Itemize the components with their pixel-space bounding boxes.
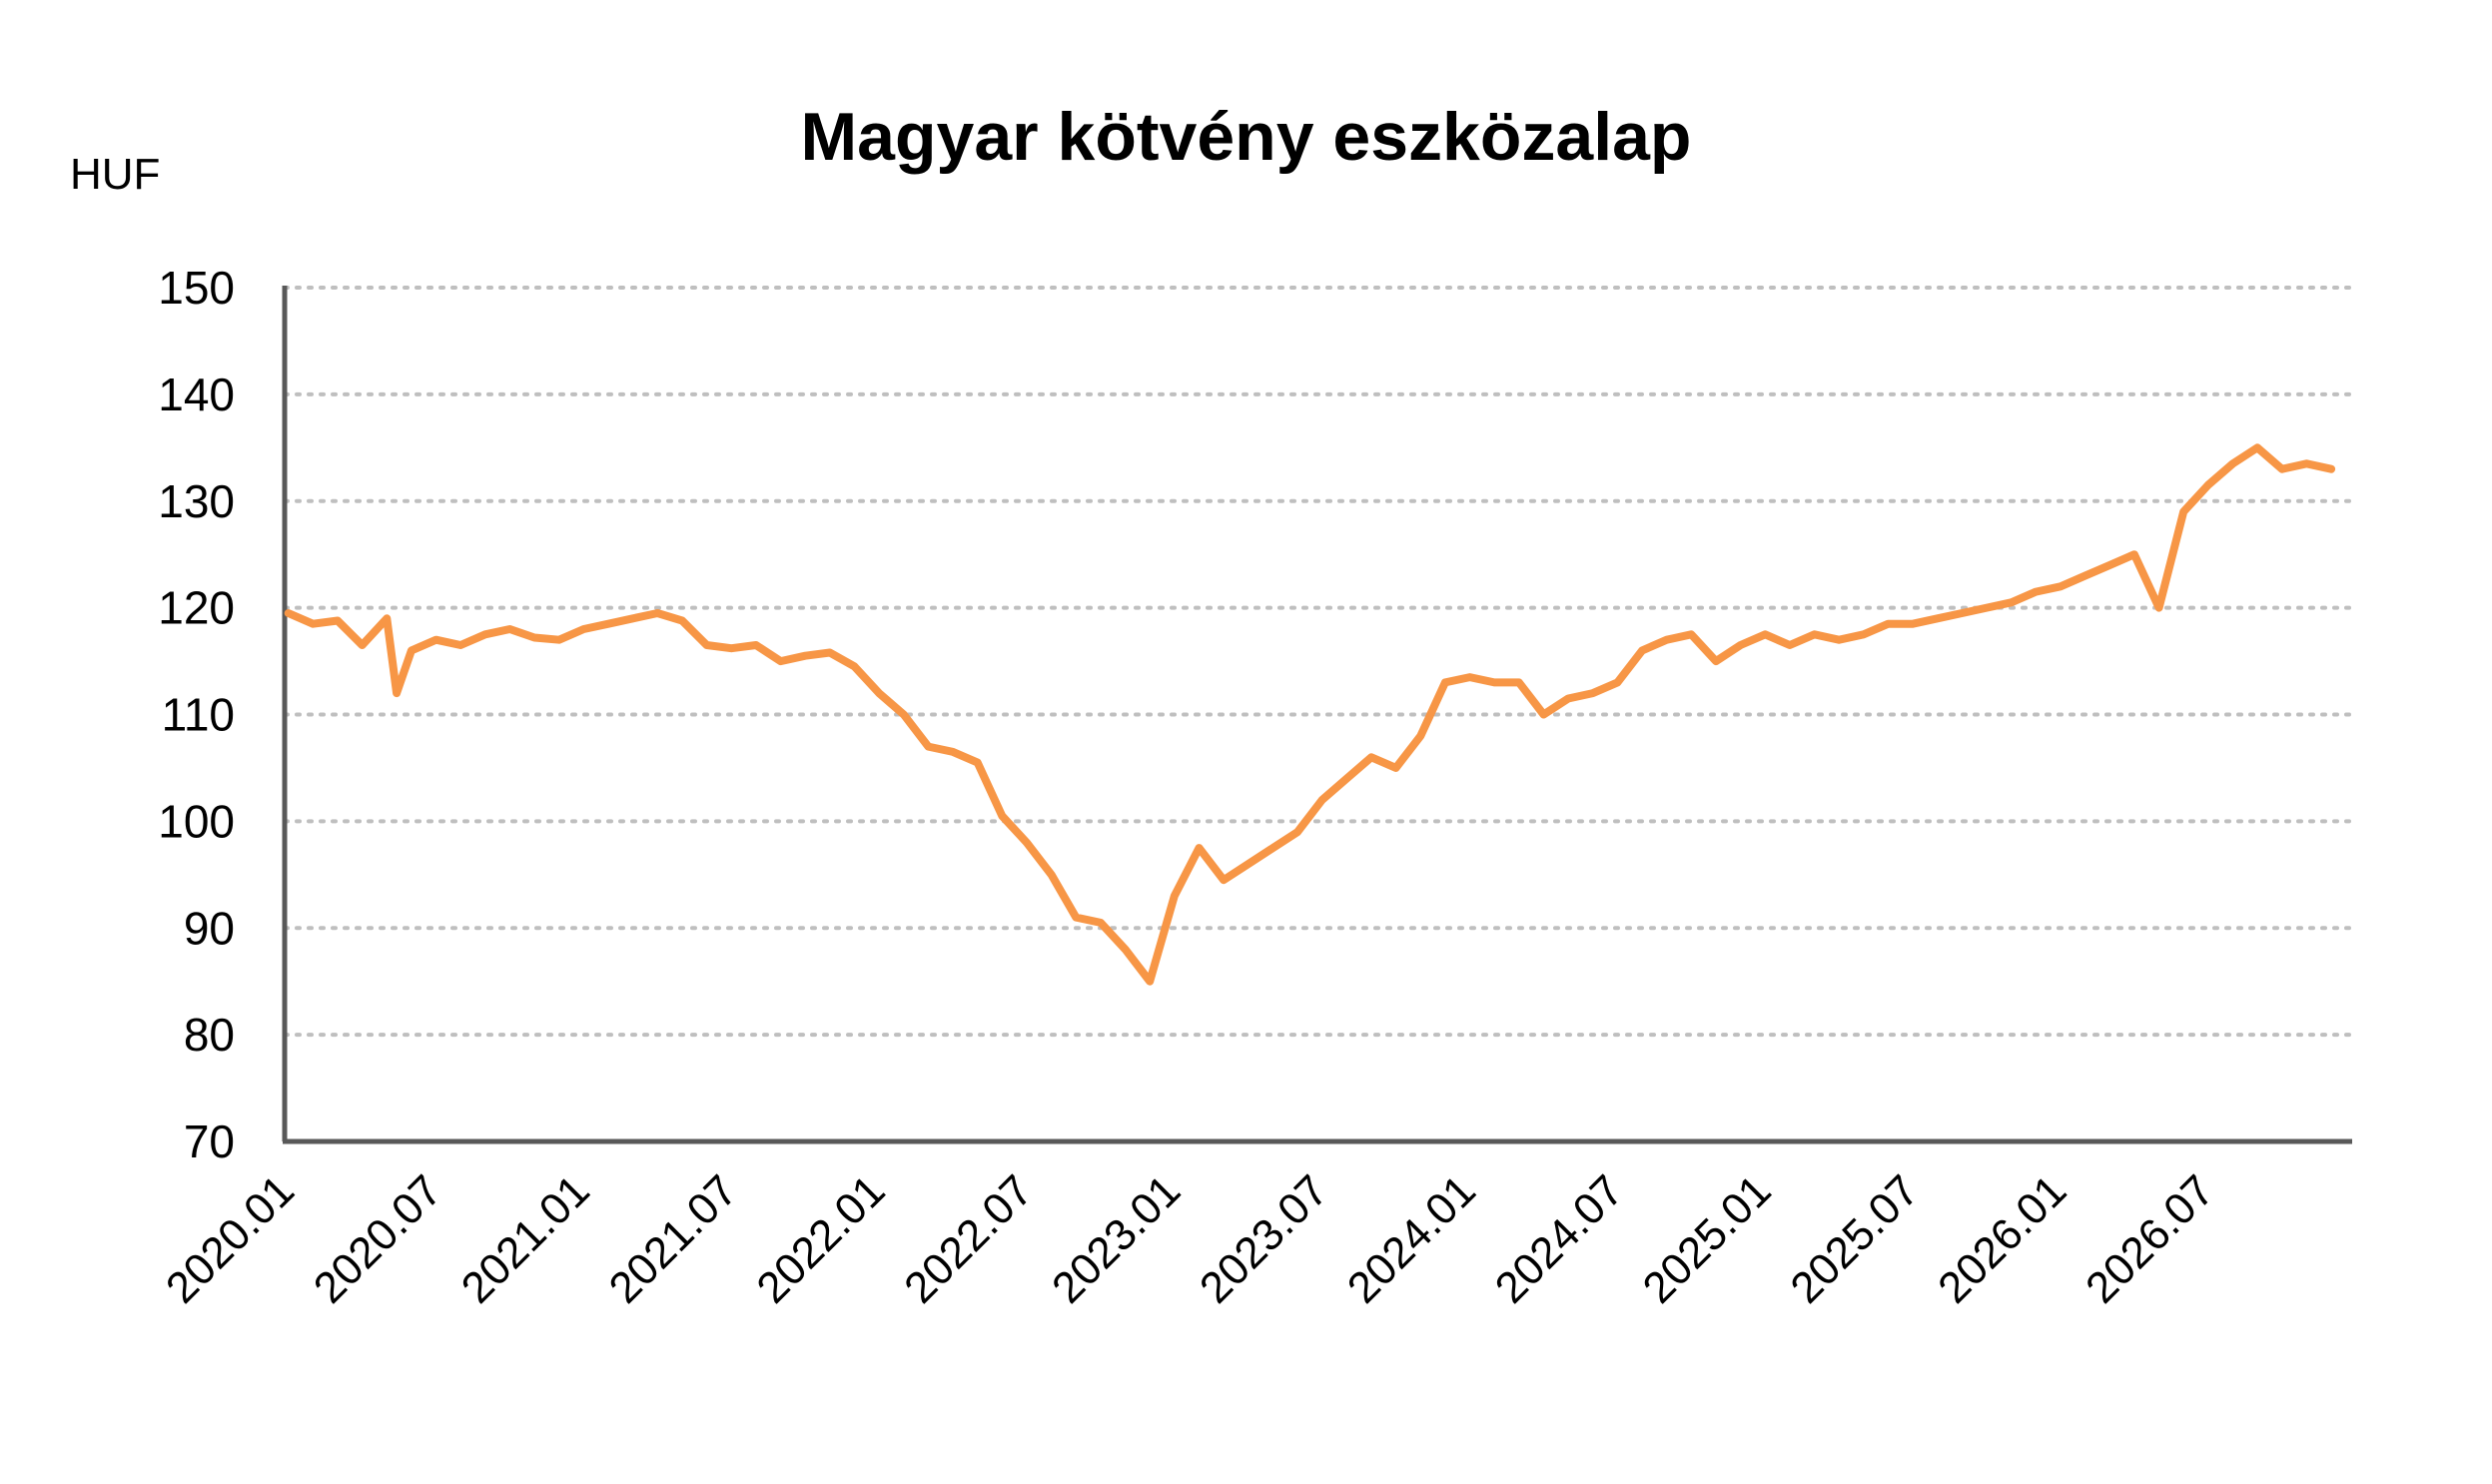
unit-label: HUF (70, 150, 161, 199)
x-tick-label: 2022.07 (895, 1165, 1042, 1312)
y-tick-label: 150 (158, 262, 235, 314)
x-tick-label: 2023.01 (1043, 1165, 1190, 1312)
x-tick-label: 2026.07 (2077, 1165, 2223, 1312)
x-tick-label: 2020.01 (157, 1165, 304, 1312)
x-tick-label: 2026.01 (1929, 1165, 2076, 1312)
x-tick-label: 2021.07 (600, 1165, 747, 1312)
x-tick-label: 2025.07 (1781, 1165, 1928, 1312)
y-tick-label: 90 (184, 902, 235, 954)
x-tick-label: 2024.07 (1486, 1165, 1633, 1312)
grid-lines (283, 286, 2354, 1038)
y-tick-label: 120 (158, 582, 235, 634)
x-tick-label: 2023.07 (1191, 1165, 1337, 1312)
x-tick-label: 2020.07 (305, 1165, 451, 1312)
y-tick-label: 100 (158, 795, 235, 847)
x-tick-label: 2021.01 (452, 1165, 599, 1312)
y-tick-label: 70 (184, 1115, 235, 1167)
y-axis-tick-labels: 70 80 90 100 110 120 130 140 150 (158, 262, 235, 1167)
x-axis-tick-labels: 2020.01 2020.07 2021.01 2021.07 2022.01 2022.… (157, 1165, 2223, 1312)
x-tick-label: 2025.01 (1634, 1165, 1781, 1312)
series-line (284, 443, 2336, 986)
x-tick-label: 2024.01 (1338, 1165, 1485, 1312)
y-tick-label: 110 (162, 689, 235, 741)
y-tick-label: 140 (158, 369, 235, 420)
chart-title: Magyar kötvény eszközalap (800, 99, 1692, 175)
y-tick-label: 130 (158, 475, 235, 527)
x-tick-label: 2022.01 (747, 1165, 894, 1312)
y-tick-label: 80 (184, 1009, 235, 1061)
